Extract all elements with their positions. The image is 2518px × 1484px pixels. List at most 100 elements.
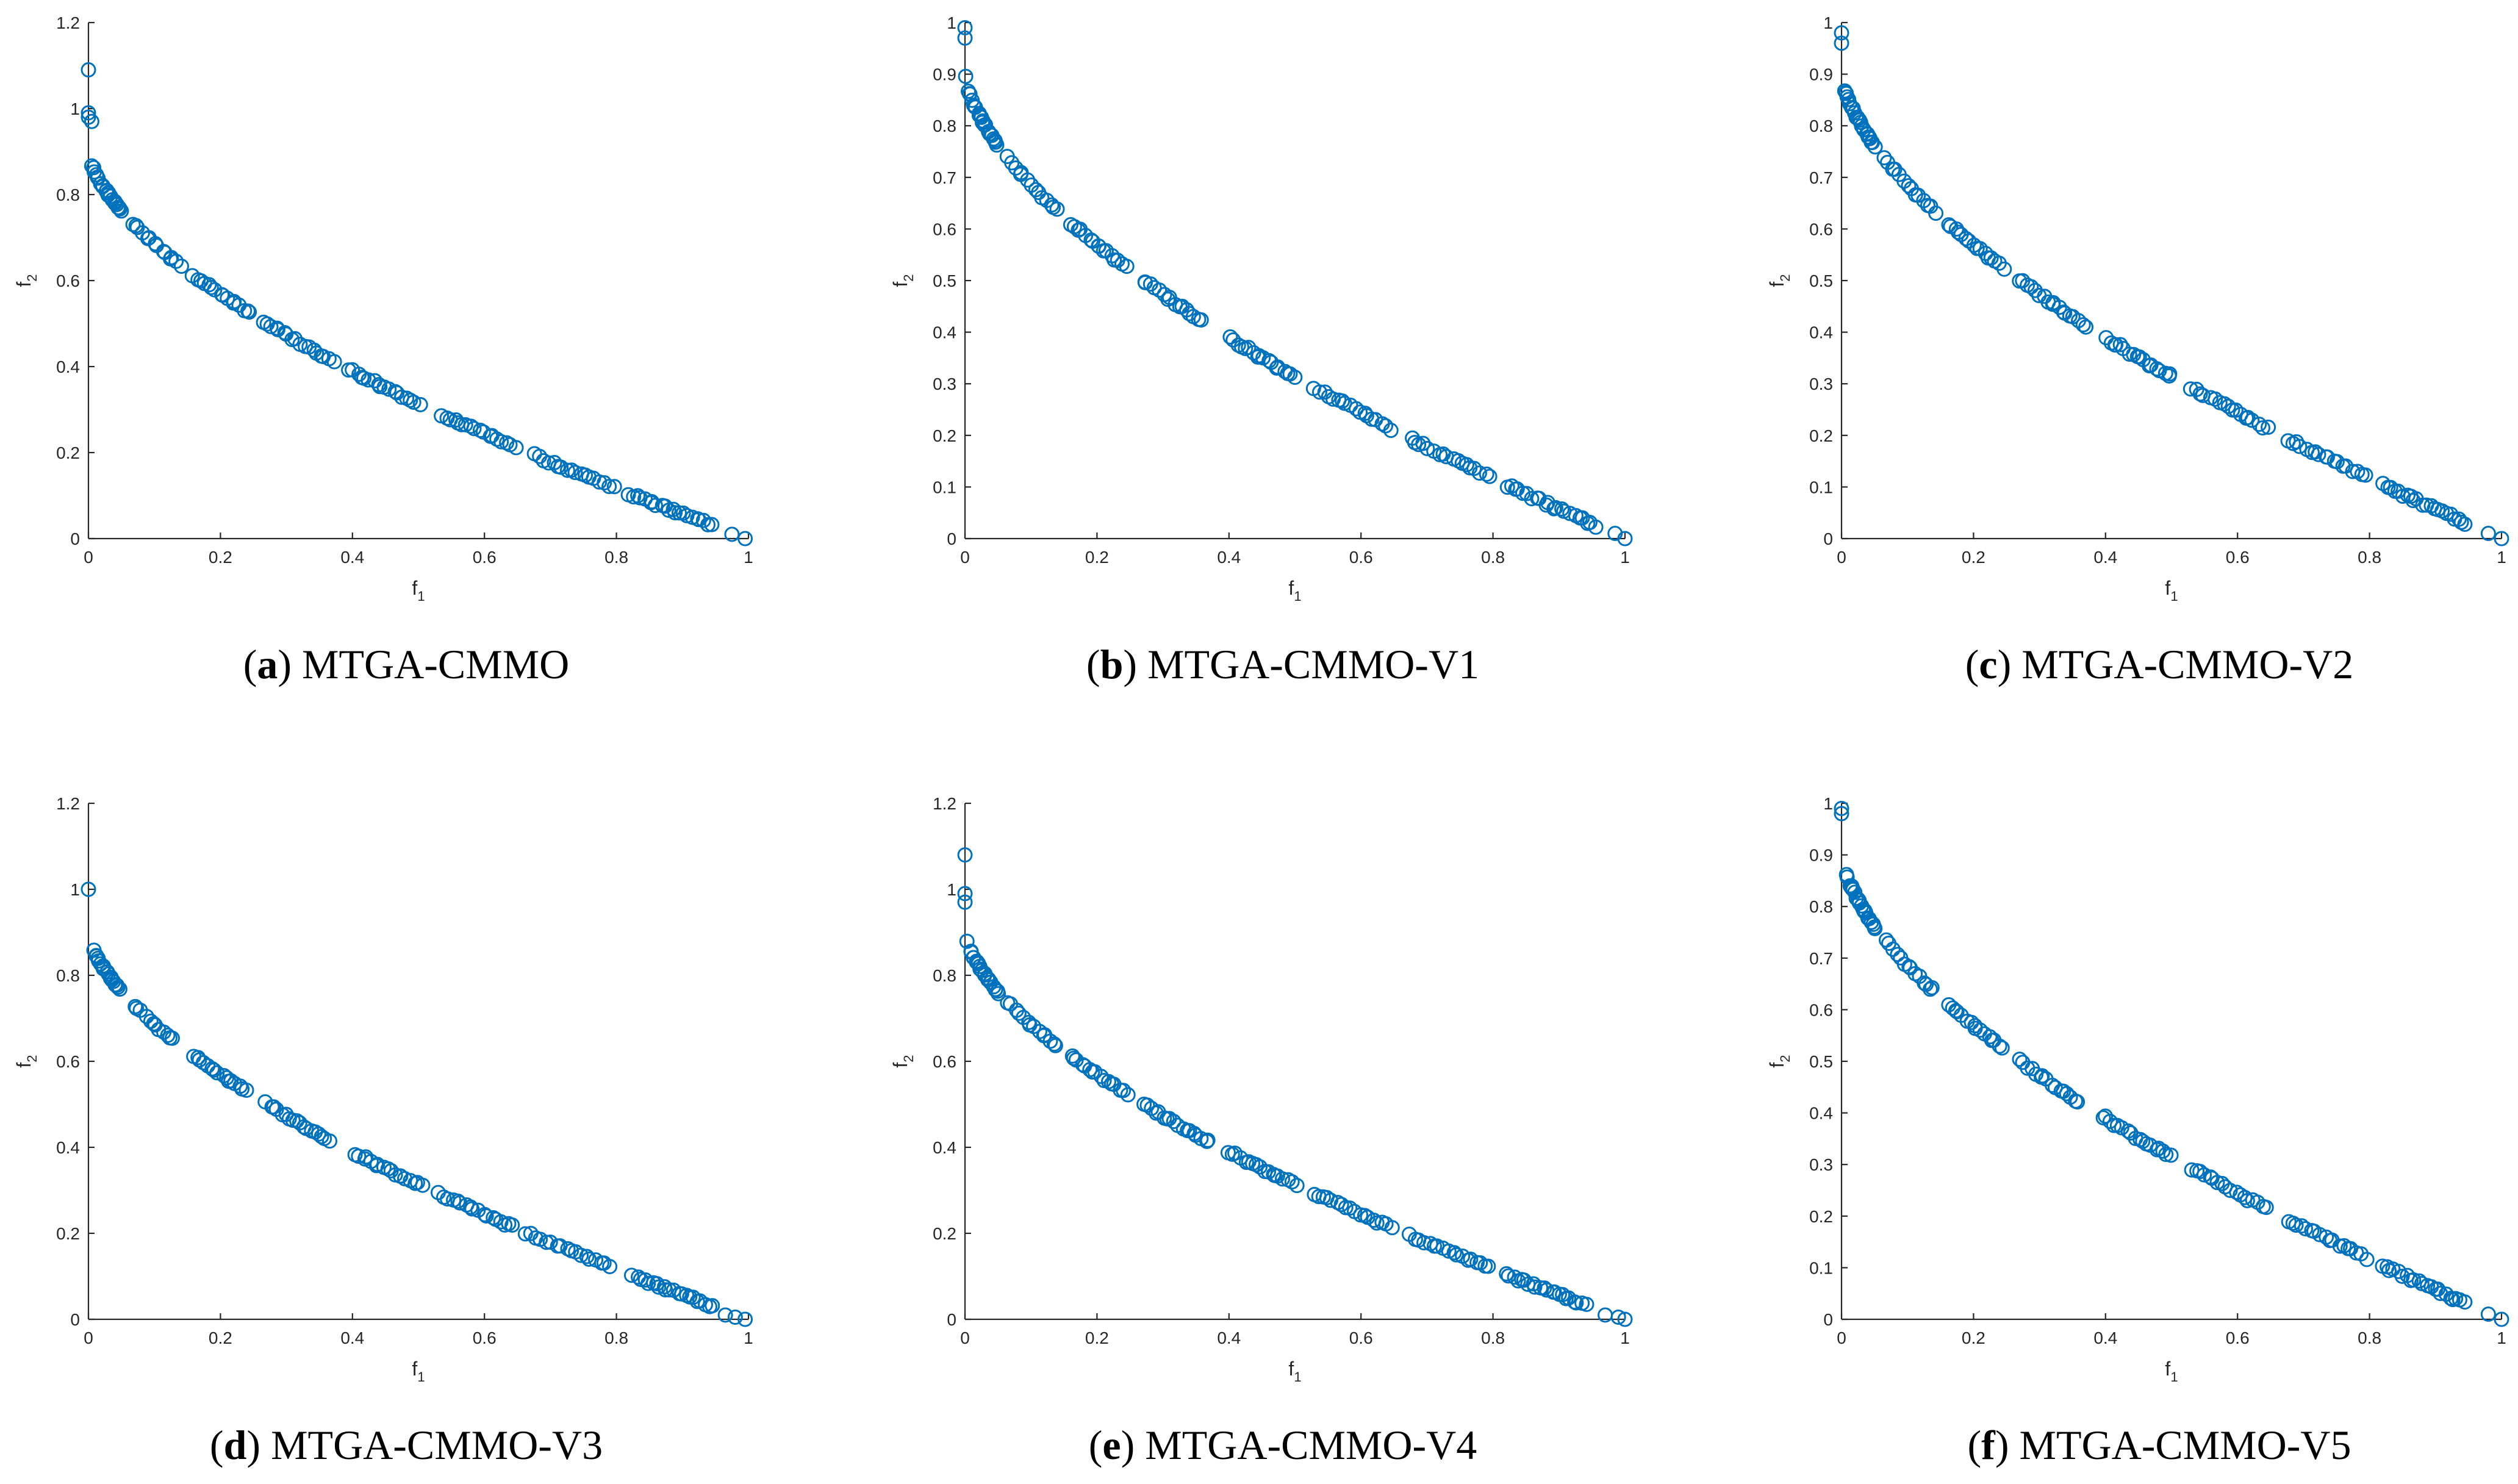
data-point [2292, 439, 2308, 454]
data-point [957, 894, 973, 910]
data-point [1617, 531, 1633, 547]
data-point [724, 526, 740, 542]
x-axis-label: f1 [412, 577, 425, 604]
y-tick-label: 0.2 [56, 443, 80, 462]
y-tick-label: 1 [70, 880, 80, 899]
x-axis-label-sub: 1 [417, 1369, 425, 1385]
y-tick-label: 0.9 [1809, 846, 1833, 865]
data-point [2023, 279, 2039, 295]
data-point [1996, 261, 2012, 277]
data-point [564, 462, 579, 478]
data-point [1287, 370, 1303, 385]
y-axis-label-main: f [889, 282, 911, 287]
data-point [508, 440, 524, 456]
data-point [2311, 446, 2326, 462]
x-axis-label-main: f [412, 577, 417, 599]
x-axis-label-sub: 1 [1294, 589, 1301, 604]
y-tick-label: 0.4 [56, 1138, 80, 1157]
data-point [1922, 981, 1938, 997]
data-point [1499, 1266, 1515, 1281]
data-point [958, 68, 974, 84]
caption-title: MTGA-CMMO-V2 [2021, 641, 2353, 687]
data-point [1617, 1311, 1633, 1327]
data-point [463, 1199, 479, 1215]
data-point [2102, 1113, 2118, 1129]
y-tick-label: 0.9 [1809, 65, 1833, 84]
data-point [1369, 1215, 1385, 1231]
data-point [95, 961, 111, 977]
data-point [1342, 1200, 1358, 1216]
data-point [168, 253, 184, 269]
data-point [606, 479, 622, 495]
y-tick-label: 0 [70, 529, 80, 548]
x-tick-label: 0.6 [2226, 1328, 2250, 1347]
caption-paren-close: ) [246, 1422, 271, 1468]
caption-paren-close: ) [1998, 641, 2022, 687]
data-point [1284, 1174, 1300, 1190]
data-point [2228, 402, 2244, 418]
x-axis-label-sub: 1 [1294, 1369, 1301, 1385]
data-point [1554, 501, 1570, 517]
data-point [450, 1193, 466, 1209]
x-tick-label: 0.2 [1085, 548, 1109, 567]
data-point [2197, 1167, 2212, 1183]
subplot-f: 0 0.2 0.4 0.6 0.8 1 0 0.1 0.2 0.3 0.4 0.5 0.6 0.7 0.8 0… [1766, 794, 2509, 1468]
data-point [2319, 449, 2335, 465]
data-point [2239, 1192, 2255, 1208]
data-point [542, 1234, 558, 1250]
data-point [1466, 461, 1482, 476]
y-tick-label: 0 [1823, 1310, 1833, 1329]
data-point [263, 318, 279, 334]
x-tick-label: 1 [1620, 1328, 1630, 1347]
x-tick-label: 0.6 [1349, 548, 1373, 567]
data-point [372, 379, 388, 395]
y-axis-label-sub: 2 [901, 1055, 916, 1062]
data-point [1910, 187, 1926, 203]
caption-title: MTGA-CMMO [302, 641, 569, 687]
x-tick-label: 0.4 [340, 548, 364, 567]
scatter-series [957, 20, 1633, 547]
data-point [1378, 418, 1394, 434]
y-tick-label: 1 [947, 880, 956, 899]
data-point [1890, 947, 1906, 962]
data-point [464, 1201, 480, 1217]
data-point [209, 1065, 225, 1081]
data-point [597, 475, 612, 491]
data-point [478, 1208, 494, 1224]
scatter-series [81, 62, 753, 547]
data-point [1928, 206, 1944, 221]
data-point [2405, 493, 2421, 509]
subplot-caption: (f) MTGA-CMMO-V5 [1968, 1422, 2351, 1468]
y-tick-label: 1 [947, 13, 956, 32]
data-point [1834, 800, 1849, 816]
x-axis-label-main: f [2165, 1358, 2170, 1380]
data-point [2162, 366, 2178, 382]
y-tick-label: 0.5 [933, 271, 956, 290]
data-point [1116, 1083, 1132, 1099]
data-point [403, 392, 418, 408]
caption-letter: f [1981, 1422, 1996, 1468]
x-tick-label: 1 [744, 548, 753, 567]
data-point [1834, 25, 1849, 41]
x-tick-label: 0.8 [604, 548, 628, 567]
data-point [989, 137, 1005, 153]
data-point [2220, 398, 2236, 414]
data-point [957, 20, 973, 35]
y-tick-label: 0.2 [1809, 426, 1833, 445]
data-point [2070, 1094, 2086, 1109]
data-point [1516, 1272, 1532, 1288]
y-tick-label: 0.3 [933, 375, 956, 393]
data-point [567, 465, 583, 481]
caption-paren-open: ( [1086, 641, 1100, 687]
data-point [2288, 1217, 2304, 1233]
data-point [2480, 1307, 2496, 1322]
x-tick-label: 1 [744, 1328, 753, 1347]
y-tick-label: 0.8 [56, 185, 80, 204]
data-point [2411, 1273, 2427, 1289]
y-axis-label: f2 [889, 1055, 916, 1067]
data-point [2298, 1221, 2314, 1237]
y-tick-label: 0 [947, 529, 956, 548]
data-point [129, 220, 145, 235]
data-point [1458, 457, 1474, 473]
